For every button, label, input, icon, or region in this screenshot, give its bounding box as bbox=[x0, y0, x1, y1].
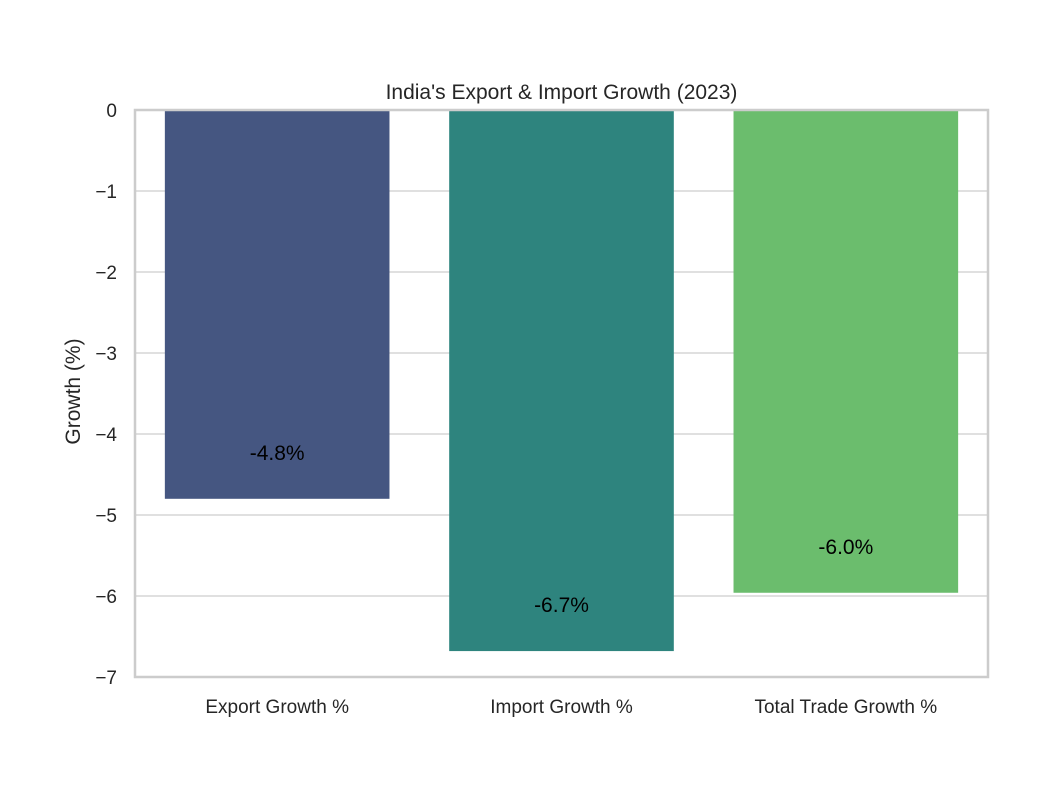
bar bbox=[164, 110, 390, 499]
y-tick-label: 0 bbox=[106, 101, 117, 122]
chart-title: India's Export & Import Growth (2023) bbox=[386, 81, 738, 104]
bar bbox=[733, 110, 959, 593]
x-tick-label: Total Trade Growth % bbox=[754, 697, 937, 718]
y-tick-label: −6 bbox=[95, 587, 117, 608]
y-axis-title: Growth (%) bbox=[62, 338, 85, 444]
bar-value-labels: -4.8% -6.7% -6.0% bbox=[250, 442, 874, 617]
bar-value-label: -6.0% bbox=[818, 536, 873, 559]
x-axis-ticks: Export Growth % Import Growth % Total Trad… bbox=[205, 697, 937, 718]
y-axis-ticks: 0 −1 −2 −3 −4 −5 −6 −7 bbox=[95, 101, 117, 689]
bars bbox=[164, 110, 959, 652]
bar bbox=[449, 110, 674, 652]
x-tick-label: Export Growth % bbox=[205, 697, 349, 718]
bar-value-label: -4.8% bbox=[250, 442, 305, 465]
y-tick-label: −3 bbox=[95, 344, 117, 365]
bar-value-label: -6.7% bbox=[534, 594, 589, 617]
x-tick-label: Import Growth % bbox=[490, 697, 633, 718]
y-tick-label: −1 bbox=[95, 182, 117, 203]
y-tick-label: −5 bbox=[95, 506, 117, 527]
y-tick-label: −7 bbox=[95, 668, 117, 689]
y-tick-label: −2 bbox=[95, 263, 117, 284]
plot-frame bbox=[133, 108, 990, 679]
y-tick-label: −4 bbox=[95, 425, 117, 446]
